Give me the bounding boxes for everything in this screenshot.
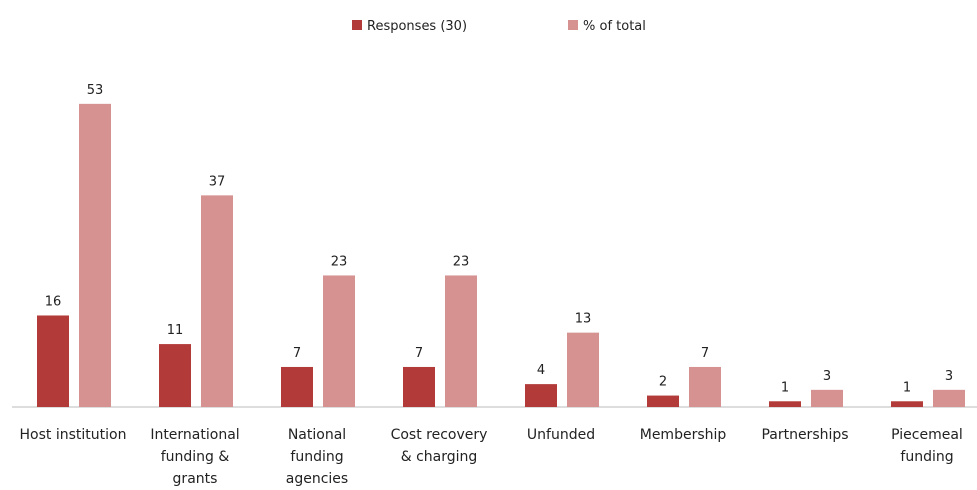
- data-label: 53: [87, 83, 104, 98]
- data-label: 3: [823, 369, 831, 384]
- bar: [689, 366, 721, 407]
- data-label: 2: [659, 375, 667, 390]
- bar: [647, 395, 679, 407]
- data-label: 23: [453, 254, 470, 269]
- data-label: 3: [945, 369, 953, 384]
- bar: [445, 275, 477, 407]
- bar: [79, 103, 111, 407]
- bar: [811, 389, 843, 407]
- data-label: 4: [537, 363, 545, 378]
- data-label: 16: [45, 294, 62, 309]
- data-label: 1: [781, 380, 789, 395]
- bar: [201, 195, 233, 407]
- data-label: 13: [575, 312, 592, 327]
- bar: [281, 366, 313, 407]
- data-label: 37: [209, 174, 226, 189]
- legend-label: % of total: [583, 19, 646, 34]
- x-tick-label: National funding agencies: [285, 427, 349, 487]
- x-tick-label: Membership: [639, 427, 727, 443]
- x-tick-label: Unfunded: [526, 427, 596, 443]
- data-label: 7: [415, 346, 423, 361]
- x-tick-label: Partnerships: [761, 427, 849, 443]
- x-tick-label: Piecemeal funding: [891, 427, 963, 465]
- x-tick-label: International funding & grants: [150, 427, 240, 487]
- bar: [159, 344, 191, 407]
- bar: [525, 384, 557, 407]
- legend-label: Responses (30): [367, 19, 467, 34]
- bar: [37, 315, 69, 407]
- bar: [933, 389, 965, 407]
- bar: [891, 401, 923, 407]
- bar: [323, 275, 355, 407]
- bar: [769, 401, 801, 407]
- x-tick-label: Host institution: [19, 427, 127, 443]
- data-label: 11: [167, 323, 184, 338]
- data-label: 1: [903, 380, 911, 395]
- legend-swatch: [352, 20, 362, 30]
- legend-swatch: [568, 20, 578, 30]
- bar: [403, 366, 435, 407]
- bar: [567, 332, 599, 407]
- data-label: 7: [293, 346, 301, 361]
- data-label: 23: [331, 254, 348, 269]
- x-tick-label: Cost recovery & charging: [390, 427, 488, 465]
- data-label: 7: [701, 346, 709, 361]
